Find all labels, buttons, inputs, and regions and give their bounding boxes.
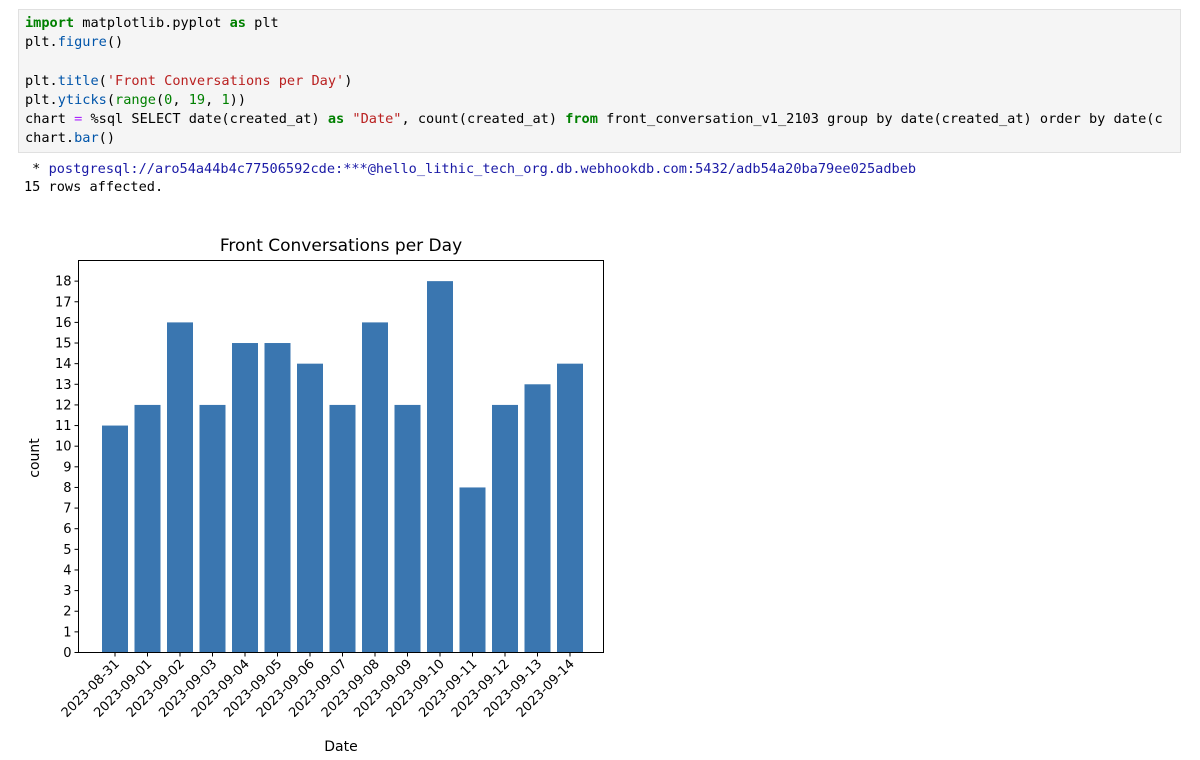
y-tick-label: 16 [55,316,72,331]
code-line-4: plt.yticks(range(0, 19, 1)) [25,91,246,109]
code-text: ( [106,92,116,108]
code-text: ) [344,73,353,89]
y-tick-label: 7 [63,502,71,517]
plot-frame [78,260,604,653]
bar-2023-09-01 [134,404,161,653]
y-tick-label: 15 [55,337,72,352]
operator: = [74,111,83,127]
keyword: as [327,111,345,127]
chart-title: Front Conversations per Day [220,236,462,256]
code-text: ( [98,73,107,89]
bar-2023-08-31 [102,425,128,653]
number-literal: 1 [221,92,230,108]
y-tick-label: 17 [55,295,72,310]
code-text: , count(created_at) [401,111,566,127]
code-text: %sql SELECT date(created_at) [82,111,328,127]
y-tick-label: 11 [55,419,72,434]
bar-2023-09-09 [394,404,421,653]
bar-2023-09-08 [362,322,388,653]
y-tick-label: 5 [63,543,71,558]
y-tick-label: 13 [55,378,72,393]
bar-2023-09-04 [232,343,258,653]
x-axis-label: Date [324,739,357,755]
y-tick-label: 10 [55,440,72,455]
y-tick-label: 6 [63,522,71,537]
y-tick-label: 2 [63,605,71,620]
output-prefix: * [24,161,49,177]
code-text: plt [245,15,279,31]
builtin-name: range [115,92,156,108]
function-name: title [57,73,99,89]
bar-2023-09-11 [459,487,486,653]
keyword: from [565,111,598,127]
y-tick-label: 8 [63,481,71,496]
output-rows-affected: 15 rows affected. [24,179,164,195]
code-text: , [205,92,222,108]
string-literal: "Date" [352,111,402,127]
bar-2023-09-12 [492,404,518,653]
code-text: () [98,130,116,146]
y-tick-label: 18 [55,275,72,290]
code-text: plt. [25,34,58,50]
code-text: () [106,34,124,50]
bar-2023-09-07 [329,404,356,653]
code-text: ( [155,92,165,108]
code-line-5: chart = %sql SELECT date(created_at) as … [25,110,1163,128]
y-axis-label: count [27,438,43,478]
number-literal: 0 [164,92,173,108]
bar-2023-09-02 [167,322,193,653]
string-literal: 'Front Conversations per Day' [106,73,345,89]
bar-2023-09-03 [199,404,226,653]
code-line-3: plt.title('Front Conversations per Day') [25,72,352,90]
code-text: plt. [25,73,58,89]
y-tick-label: 1 [63,625,71,640]
code-line-1: import matplotlib.pyplot as plt [25,14,279,32]
output-connection-line: * postgresql://aro54a44b4c77506592cde:**… [24,160,916,178]
y-tick-label: 9 [63,460,71,475]
function-name: figure [57,34,107,50]
code-text: front_conversation_v1_2103 group by date… [597,111,1163,127]
connection-string: postgresql://aro54a44b4c77506592cde:***@… [48,161,917,177]
y-tick-label: 12 [55,398,72,413]
code-text: matplotlib.pyplot [74,15,230,31]
code-text: plt. [25,92,58,108]
bar-2023-09-10 [427,281,453,653]
number-literal: 19 [188,92,206,108]
y-tick-label: 14 [55,357,72,372]
y-tick-label: 0 [63,646,71,661]
bar-2023-09-06 [297,363,323,653]
code-text: chart. [25,130,75,146]
code-text: , [172,92,189,108]
code-line-6: chart.bar() [25,129,115,147]
code-text: chart [25,111,75,127]
bar-2023-09-05 [264,343,291,653]
keyword: import [25,15,75,31]
function-name: yticks [57,92,107,108]
code-text: )) [229,92,247,108]
y-tick-label: 3 [63,584,71,599]
code-cell[interactable]: import matplotlib.pyplot as plt plt.figu… [18,9,1181,153]
code-line-2: plt.figure() [25,33,123,51]
y-tick-label: 4 [63,563,71,578]
keyword: as [229,15,246,31]
function-name: bar [74,130,99,146]
bar-2023-09-14 [557,363,583,653]
bar-2023-09-13 [524,384,551,653]
